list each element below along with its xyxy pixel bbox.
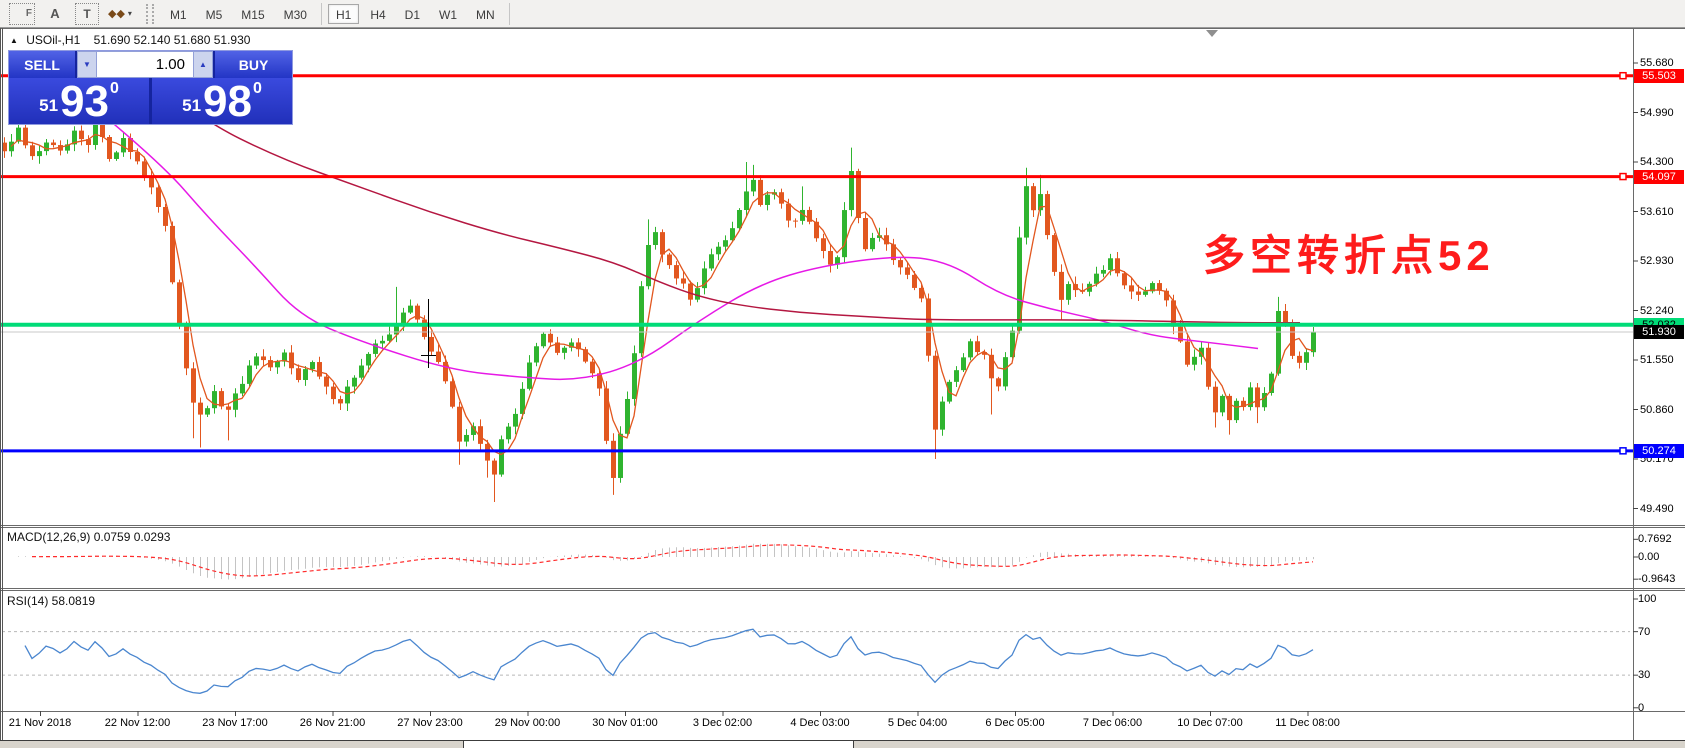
price-tag: 51.930: [1634, 325, 1684, 340]
buy-button[interactable]: BUY: [215, 51, 292, 78]
sell-price-big: 93: [60, 77, 109, 127]
macd-axis-label: 0.00: [1638, 551, 1660, 563]
trade-panel-controls: SELL ▼ 1.00 ▲ BUY: [9, 51, 292, 78]
active-chart-tab[interactable]: [463, 740, 854, 748]
volume-control: ▼ 1.00 ▲: [77, 51, 213, 78]
toolbar: F A T ◆◆ ▾ M1 M5 M15 M30 H1 H4 D1 W1 MN: [0, 0, 1685, 28]
price-tag: 50.274: [1634, 443, 1684, 458]
timeframe-button-mn[interactable]: MN: [468, 4, 503, 24]
time-axis-label: 30 Nov 01:00: [592, 717, 658, 729]
timeframe-button-m15[interactable]: M15: [233, 4, 272, 24]
time-axis-label: 10 Dec 07:00: [1177, 717, 1243, 729]
macd-axis-label: 0.7692: [1638, 533, 1672, 546]
fibonacci-icon[interactable]: F: [9, 2, 35, 25]
rsi-axis-label: 70: [1638, 625, 1651, 638]
time-axis-label: 4 Dec 03:00: [790, 717, 850, 729]
toolbar-grip[interactable]: [145, 3, 154, 24]
volume-increase-button[interactable]: ▲: [193, 51, 213, 78]
macd-axis-label: -0.9643: [1638, 573, 1676, 586]
arrows-icon[interactable]: ◆◆ ▾: [108, 4, 132, 24]
volume-input[interactable]: 1.00: [97, 51, 193, 78]
time-axis-label: 11 Dec 08:00: [1275, 717, 1340, 729]
tab-bar: [0, 740, 1685, 748]
timeframe-button-d1[interactable]: D1: [397, 4, 428, 24]
timeframe-buttons: M1 M5 M15 M30 H1 H4 D1 W1 MN: [162, 2, 516, 25]
price-axis-label: 53.610: [1640, 205, 1674, 218]
timeframe-button-m5[interactable]: M5: [198, 4, 231, 24]
sell-price-sup: 0: [109, 80, 119, 97]
volume-decrease-button[interactable]: ▼: [77, 51, 97, 78]
time-axis-label: 21 Nov 2018: [8, 717, 72, 729]
time-axis-label: 6 Dec 05:00: [985, 717, 1045, 729]
timeframe-button-m30[interactable]: M30: [276, 4, 315, 24]
rsi-label: RSI(14) 58.0819: [7, 594, 96, 608]
timeframe-button-w1[interactable]: W1: [431, 4, 465, 24]
rsi-axis-label: 100: [1638, 593, 1657, 605]
chevron-down-icon: ▾: [127, 9, 132, 18]
buy-price[interactable]: 51 98 0: [152, 78, 292, 124]
price-axis-label: 52.930: [1640, 255, 1674, 267]
buy-price-prefix: 51: [182, 96, 202, 115]
time-axis-label: 7 Dec 06:00: [1082, 717, 1143, 729]
timeframe-button-h1[interactable]: H1: [327, 3, 360, 24]
time-axis-label: 26 Nov 21:00: [299, 717, 366, 729]
shift-marker-icon[interactable]: [1206, 30, 1218, 37]
time-axis-label: 27 Nov 23:00: [397, 717, 463, 729]
sell-price[interactable]: 51 93 0: [9, 78, 149, 124]
time-axis-label: 22 Nov 12:00: [104, 717, 171, 729]
text-label-icon[interactable]: T: [75, 2, 99, 25]
chart-annotation: 多空转折点52: [1203, 232, 1495, 279]
macd-label: MACD(12,26,9) 0.0759 0.0293: [7, 530, 171, 544]
timeframe-button-h4[interactable]: H4: [362, 4, 393, 24]
price-axis-label: 52.240: [1640, 304, 1674, 317]
time-axis-label: 5 Dec 04:00: [887, 717, 948, 729]
one-click-trading-panel: SELL ▼ 1.00 ▲ BUY 51 93 0 51 98 0: [8, 50, 293, 125]
time-axis-label: 23 Nov 17:00: [202, 717, 268, 729]
price-axis-label: 49.490: [1640, 502, 1674, 515]
symbol-label: USOil-,H1: [26, 33, 81, 47]
price-tag: 54.097: [1634, 169, 1684, 184]
sell-price-prefix: 51: [39, 96, 59, 115]
buy-price-big: 98: [203, 77, 252, 127]
time-axis-label: 29 Nov 00:00: [494, 717, 561, 729]
time-axis-label: 3 Dec 02:00: [692, 717, 753, 729]
rsi-axis-label: 0: [1638, 701, 1645, 714]
price-axis-label: 51.550: [1640, 354, 1674, 366]
sell-button[interactable]: SELL: [9, 51, 75, 78]
price-tag: 55.503: [1634, 68, 1684, 83]
price-axis-label: 55.680: [1640, 57, 1674, 69]
ohlc-values: 51.690 52.140 51.680 51.930: [93, 33, 251, 47]
rsi-axis-label: 30: [1638, 669, 1651, 682]
price-axis-label: 54.300: [1640, 156, 1674, 168]
timeframe-button-m1[interactable]: M1: [162, 4, 195, 24]
buy-price-sup: 0: [252, 80, 262, 97]
price-axis-label: 54.990: [1640, 106, 1674, 119]
arrows-glyph: ◆◆: [108, 8, 125, 20]
text-icon[interactable]: A: [50, 6, 60, 21]
chart-header: ▲ USOil-,H1 51.690 52.140 51.680 51.930: [10, 33, 250, 47]
trade-panel-prices: 51 93 0 51 98 0: [9, 78, 292, 124]
collapse-icon[interactable]: ▲: [10, 36, 18, 45]
price-axis-label: 50.860: [1640, 403, 1674, 416]
